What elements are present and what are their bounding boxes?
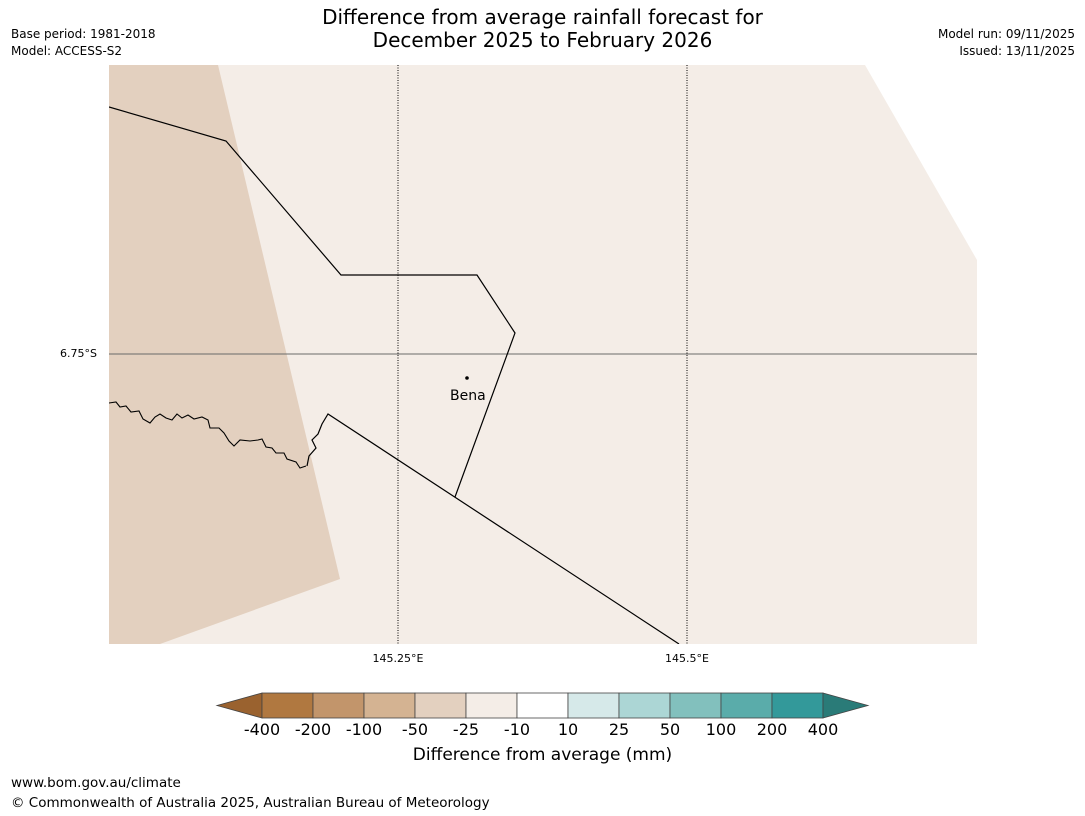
colorbar-tick-label: -10 (503, 720, 531, 739)
colorbar-box (465, 692, 518, 719)
chart-title: Difference from average rainfall forecas… (0, 6, 1085, 52)
colorbar-box (567, 692, 620, 719)
colorbar-tick-label: -100 (345, 720, 383, 739)
colorbar-tick-label: -400 (243, 720, 281, 739)
colorbar-box (261, 692, 314, 719)
colorbar-tick-label: 400 (807, 720, 839, 739)
colorbar-box (516, 692, 569, 719)
footer-url[interactable]: www.bom.gov.au/climate (11, 775, 181, 791)
lon-label-2: 145.5°E (665, 652, 709, 665)
colorbar-tick-label: -50 (401, 720, 429, 739)
map-area (109, 65, 977, 644)
model-run: Model run: 09/11/2025 (937, 27, 1075, 41)
place-label-bena: Bena (450, 388, 486, 404)
colorbar-box (312, 692, 365, 719)
colorbar-tick-label: 200 (756, 720, 788, 739)
colorbar-tick-label: 50 (659, 720, 681, 739)
colorbar-tick-label: -200 (294, 720, 332, 739)
footer-copyright: © Commonwealth of Australia 2025, Austra… (11, 795, 490, 811)
colorbar-box (363, 692, 416, 719)
issued-date: Issued: 13/11/2025 (959, 44, 1075, 58)
colorbar-box (414, 692, 467, 719)
colorbar-tick-label: -25 (452, 720, 480, 739)
province-border-south (306, 413, 680, 644)
colorbar-box (720, 692, 773, 719)
meta-left: Base period: 1981-2018 Model: ACCESS-S2 (11, 26, 156, 60)
river (109, 401, 307, 469)
meta-right: Model run: 09/11/2025 Issued: 13/11/2025 (938, 26, 1075, 60)
colorbar-box (669, 692, 722, 719)
base-period: Base period: 1981-2018 (11, 27, 156, 41)
colorbar-arrow-left (215, 692, 263, 719)
colorbar-arrow-right (822, 692, 870, 719)
lat-label: 6.75°S (60, 347, 97, 360)
colorbar-tick-label: 100 (705, 720, 737, 739)
lon-label-1: 145.25°E (372, 652, 424, 665)
province-border-north (109, 106, 516, 498)
colorbar-box (771, 692, 824, 719)
colorbar-label: Difference from average (mm) (412, 745, 673, 765)
colorbar-tick-label: 25 (608, 720, 630, 739)
title-line-1: Difference from average rainfall forecas… (322, 5, 763, 29)
title-line-2: December 2025 to February 2026 (372, 28, 713, 52)
place-marker-bena (465, 376, 469, 380)
model-name: Model: ACCESS-S2 (11, 44, 123, 58)
colorbar-box (618, 692, 671, 719)
colorbar-tick-label: 10 (557, 720, 579, 739)
